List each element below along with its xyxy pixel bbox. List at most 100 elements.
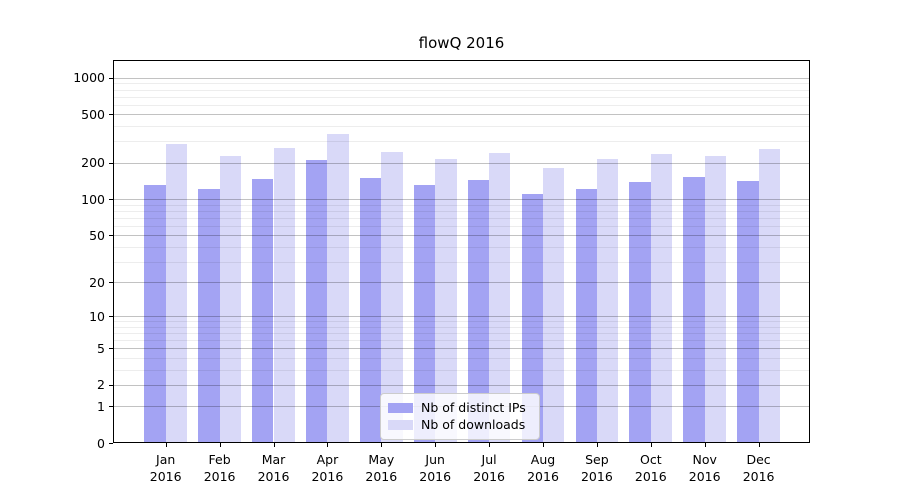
legend-label-distinct-ips: Nb of distinct IPs: [421, 400, 526, 415]
bar-distinct-ips-apr: [306, 160, 328, 443]
bar-distinct-ips-sep: [575, 189, 597, 443]
y-tick-label: 1: [97, 398, 105, 414]
gridline-minor: [114, 340, 810, 342]
x-tick-month: May: [368, 452, 395, 467]
x-tick-mark: [489, 443, 491, 447]
x-tick-label: Jan 2016: [134, 451, 198, 485]
bar-downloads-nov: [704, 156, 727, 443]
gridline-major: [114, 77, 810, 79]
y-tick-mark: [109, 77, 113, 79]
bar-distinct-ips-jan: [144, 184, 166, 443]
gridline-minor: [114, 96, 810, 98]
bar-distinct-ips-may: [359, 177, 382, 443]
gridline-major: [114, 316, 810, 318]
gridline-minor: [114, 321, 810, 323]
legend-item-distinct-ips: Nb of distinct IPs: [388, 400, 531, 416]
x-tick-month: Nov: [692, 452, 717, 467]
gridline-minor: [114, 246, 810, 248]
x-tick-year: 2016: [149, 469, 182, 484]
y-tick-label: 50: [89, 227, 105, 243]
y-tick-mark: [109, 114, 113, 116]
bar-downloads-jul: [489, 153, 511, 443]
gridline-minor: [114, 217, 810, 219]
gridline-minor: [114, 141, 810, 143]
x-tick-month: Jul: [481, 452, 497, 467]
gridline-minor: [114, 261, 810, 263]
x-tick-mark: [273, 443, 275, 447]
bar-distinct-ips-mar: [252, 178, 274, 443]
y-tick-label: 500: [81, 106, 105, 122]
y-tick-mark: [109, 199, 113, 200]
gridline-minor: [114, 210, 810, 212]
x-tick-year: 2016: [257, 469, 290, 484]
y-tick-mark: [109, 443, 113, 444]
y-tick-label: 200: [81, 155, 105, 171]
x-tick-month: Mar: [261, 452, 286, 467]
gridline-major: [114, 114, 810, 116]
x-tick-mark: [596, 443, 598, 447]
y-tick-mark: [109, 235, 113, 237]
y-tick-label: 1000: [73, 70, 105, 86]
gridline-minor: [114, 104, 810, 106]
x-tick-label: Feb 2016: [188, 451, 252, 485]
x-tick-label: Apr 2016: [295, 451, 359, 485]
x-tick-mark: [327, 443, 329, 447]
x-tick-mark: [543, 443, 544, 447]
y-tick-label: 20: [89, 274, 105, 290]
downloads-swatch-icon: [388, 420, 413, 430]
bar-downloads-aug: [543, 167, 565, 443]
x-tick-month: Sep: [585, 452, 609, 467]
x-tick-mark: [650, 443, 652, 447]
gridline-minor: [114, 126, 810, 128]
x-tick-label: Oct 2016: [619, 451, 683, 485]
x-tick-label: Dec 2016: [727, 451, 791, 485]
x-tick-month: Feb: [208, 452, 231, 467]
gridline-minor: [114, 326, 810, 328]
x-tick-label: Jul 2016: [457, 451, 521, 485]
x-tick-label: Mar 2016: [242, 451, 306, 485]
bar-downloads-may: [381, 151, 403, 443]
x-tick-mark: [704, 443, 706, 447]
bar-distinct-ips-aug: [521, 193, 543, 443]
x-tick-year: 2016: [634, 469, 667, 484]
x-tick-mark: [219, 443, 221, 447]
gridline-major: [114, 348, 810, 350]
bar-distinct-ips-oct: [629, 181, 651, 443]
bar-distinct-ips-feb: [198, 188, 220, 443]
gridline-minor: [114, 204, 810, 206]
gridline-minor: [114, 83, 810, 85]
legend-item-downloads: Nb of downloads: [388, 417, 531, 433]
bar-downloads-apr: [327, 134, 349, 443]
x-tick-mark: [165, 443, 167, 447]
x-tick-year: 2016: [580, 469, 613, 484]
bar-downloads-sep: [596, 159, 619, 443]
y-tick-mark: [109, 316, 113, 318]
bar-distinct-ips-jul: [467, 179, 490, 443]
y-tick-label: 2: [97, 377, 105, 393]
gridline-major: [114, 199, 810, 200]
x-tick-label: May 2016: [349, 451, 413, 485]
bar-distinct-ips-dec: [737, 181, 759, 443]
y-tick-label: 5: [97, 340, 105, 356]
x-tick-month: Aug: [530, 452, 556, 467]
gridline-major: [114, 235, 810, 237]
x-tick-year: 2016: [527, 469, 559, 484]
gridline-major: [114, 384, 810, 386]
x-tick-mark: [435, 443, 437, 447]
y-tick-label: 100: [81, 191, 105, 207]
x-tick-mark: [381, 443, 383, 447]
x-tick-year: 2016: [311, 469, 344, 484]
legend: Nb of distinct IPs Nb of downloads: [380, 393, 540, 440]
x-tick-month: Jan: [156, 452, 176, 467]
distinct-ips-swatch-icon: [388, 403, 413, 413]
bar-distinct-ips-jun: [413, 184, 436, 443]
x-tick-year: 2016: [419, 469, 452, 484]
x-tick-mark: [758, 443, 760, 447]
bar-downloads-feb: [219, 155, 241, 443]
legend-label-downloads: Nb of downloads: [421, 417, 526, 432]
x-tick-year: 2016: [688, 469, 721, 484]
x-tick-month: Dec: [746, 452, 771, 467]
gridline-major: [114, 282, 810, 284]
bar-downloads-mar: [273, 147, 295, 443]
x-tick-label: Sep 2016: [565, 451, 629, 485]
